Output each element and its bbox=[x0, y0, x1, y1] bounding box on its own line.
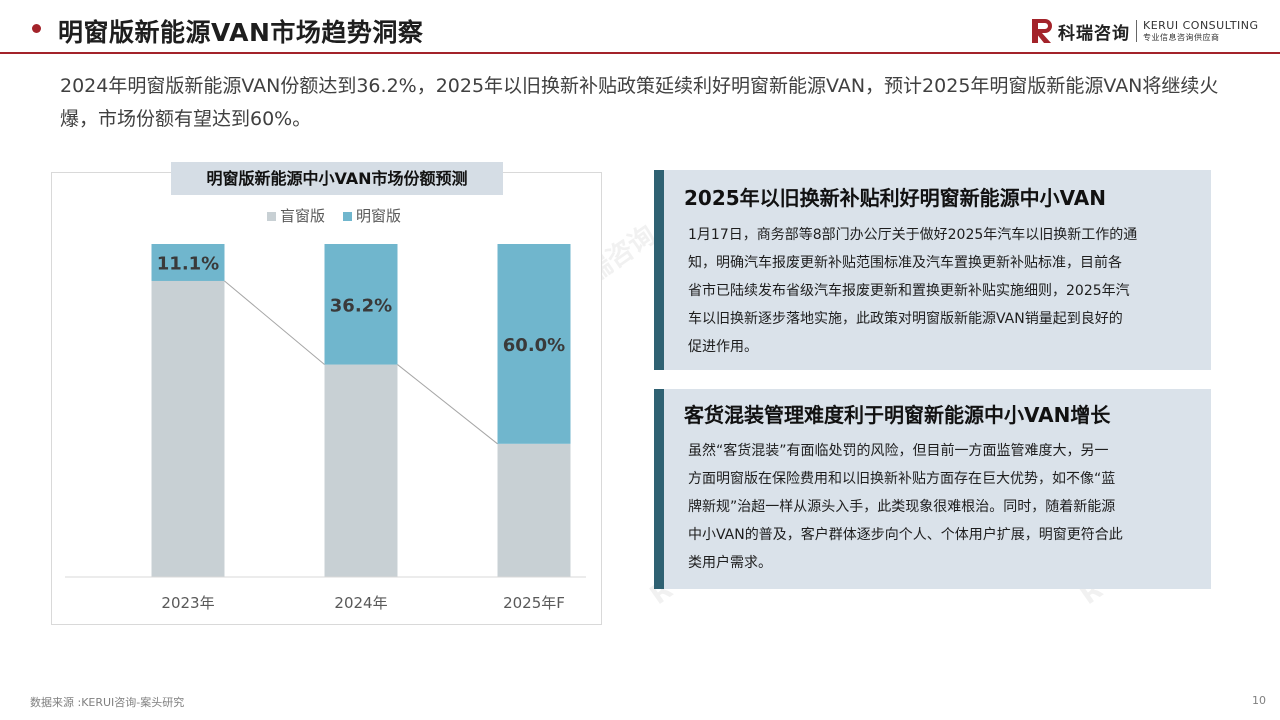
x-tick-label: 2023年 bbox=[161, 594, 214, 612]
series-connector-line bbox=[224, 280, 325, 365]
card-accent-bar bbox=[654, 170, 664, 370]
data-label: 11.1% bbox=[157, 253, 219, 274]
legend-label: 盲窗版 bbox=[280, 207, 325, 225]
company-logo: 科瑞咨询 KERUI CONSULTING 专业信息咨询供应商 bbox=[1032, 17, 1259, 45]
x-tick-label: 2025年F bbox=[503, 594, 565, 612]
bar-blind-window bbox=[151, 280, 225, 577]
card-line: 车以旧换新逐步落地实施，此政策对明窗版新能源VAN销量起到良好的 bbox=[688, 311, 1123, 327]
page-title: 明窗版新能源VAN市场趋势洞察 bbox=[58, 18, 424, 47]
card-line: 虽然“客货混装”有面临处罚的风险，但目前一方面监管难度大，另一 bbox=[688, 443, 1109, 459]
bar-blind-window bbox=[497, 443, 571, 577]
legend-swatch bbox=[267, 212, 276, 221]
card-title: 客货混装管理难度利于明窗新能源中小VAN增长 bbox=[684, 403, 1111, 427]
logo-en-text: KERUI CONSULTING bbox=[1143, 19, 1259, 32]
card-line: 1月17日，商务部等8部门办公厅关于做好2025年汽车以旧换新工作的通 bbox=[688, 227, 1138, 243]
bar-clear-window bbox=[151, 244, 225, 281]
bar-blind-window bbox=[324, 364, 398, 577]
card-line: 类用户需求。 bbox=[688, 555, 772, 571]
data-label: 60.0% bbox=[503, 335, 565, 356]
legend-label: 明窗版 bbox=[356, 207, 401, 225]
logo-r-icon bbox=[1032, 19, 1052, 43]
card-line: 省市已陆续发布省级汽车报废更新和置换更新补贴实施细则，2025年汽 bbox=[688, 283, 1130, 299]
page-number: 10 bbox=[1252, 694, 1266, 707]
card-body: 虽然“客货混装”有面临处罚的风险，但目前一方面监管难度大，另一 方面明窗版在保险… bbox=[688, 437, 1123, 577]
series-connector-line bbox=[397, 364, 498, 445]
legend-swatch bbox=[343, 212, 352, 221]
data-source: 数据来源 :KERUI咨询-案头研究 bbox=[30, 696, 185, 709]
data-label: 36.2% bbox=[330, 295, 392, 316]
card-line: 牌新规”治超一样从源头入手，此类现象很难根治。同时，随着新能源 bbox=[688, 499, 1116, 515]
title-bullet-icon bbox=[32, 24, 41, 33]
card-accent-bar bbox=[654, 389, 664, 589]
bar-clear-window bbox=[497, 244, 571, 444]
card-body: 1月17日，商务部等8部门办公厅关于做好2025年汽车以旧换新工作的通 知，明确… bbox=[688, 221, 1137, 361]
stacked-bar-chart: 盲窗版 明窗版 11.1% 2023年 36.2% 2024年 60.0% 2025年F bbox=[65, 207, 586, 612]
card-title: 2025年以旧换新补贴利好明窗新能源中小VAN bbox=[684, 186, 1107, 210]
insight-card-2 bbox=[654, 389, 1211, 589]
card-line: 促进作用。 bbox=[688, 339, 758, 355]
logo-separator bbox=[1136, 20, 1137, 42]
logo-tagline: 专业信息咨询供应商 bbox=[1143, 33, 1220, 42]
chart-title: 明窗版新能源中小VAN市场份额预测 bbox=[171, 162, 503, 195]
bar-clear-window bbox=[324, 244, 398, 365]
intro-paragraph: 2024年明窗版新能源VAN份额达到36.2%，2025年以旧换新补贴政策延续利… bbox=[60, 75, 1219, 130]
card-line: 中小VAN的普及，客户群体逐步向个人、个体用户扩展，明窗更符合此 bbox=[688, 527, 1123, 543]
card-line: 知，明确汽车报废更新补贴范围标准及汽车置换更新补贴标准，目前各 bbox=[688, 255, 1122, 271]
logo-cn-text: 科瑞咨询 bbox=[1058, 23, 1130, 44]
header-divider bbox=[0, 52, 1280, 54]
logo-en-block: KERUI CONSULTING 专业信息咨询供应商 bbox=[1143, 20, 1259, 42]
card-line: 方面明窗版在保险费用和以旧换新补贴方面存在巨大优势，如不像“蓝 bbox=[688, 471, 1116, 487]
x-tick-label: 2024年 bbox=[334, 594, 387, 612]
insight-card-1 bbox=[654, 170, 1211, 370]
